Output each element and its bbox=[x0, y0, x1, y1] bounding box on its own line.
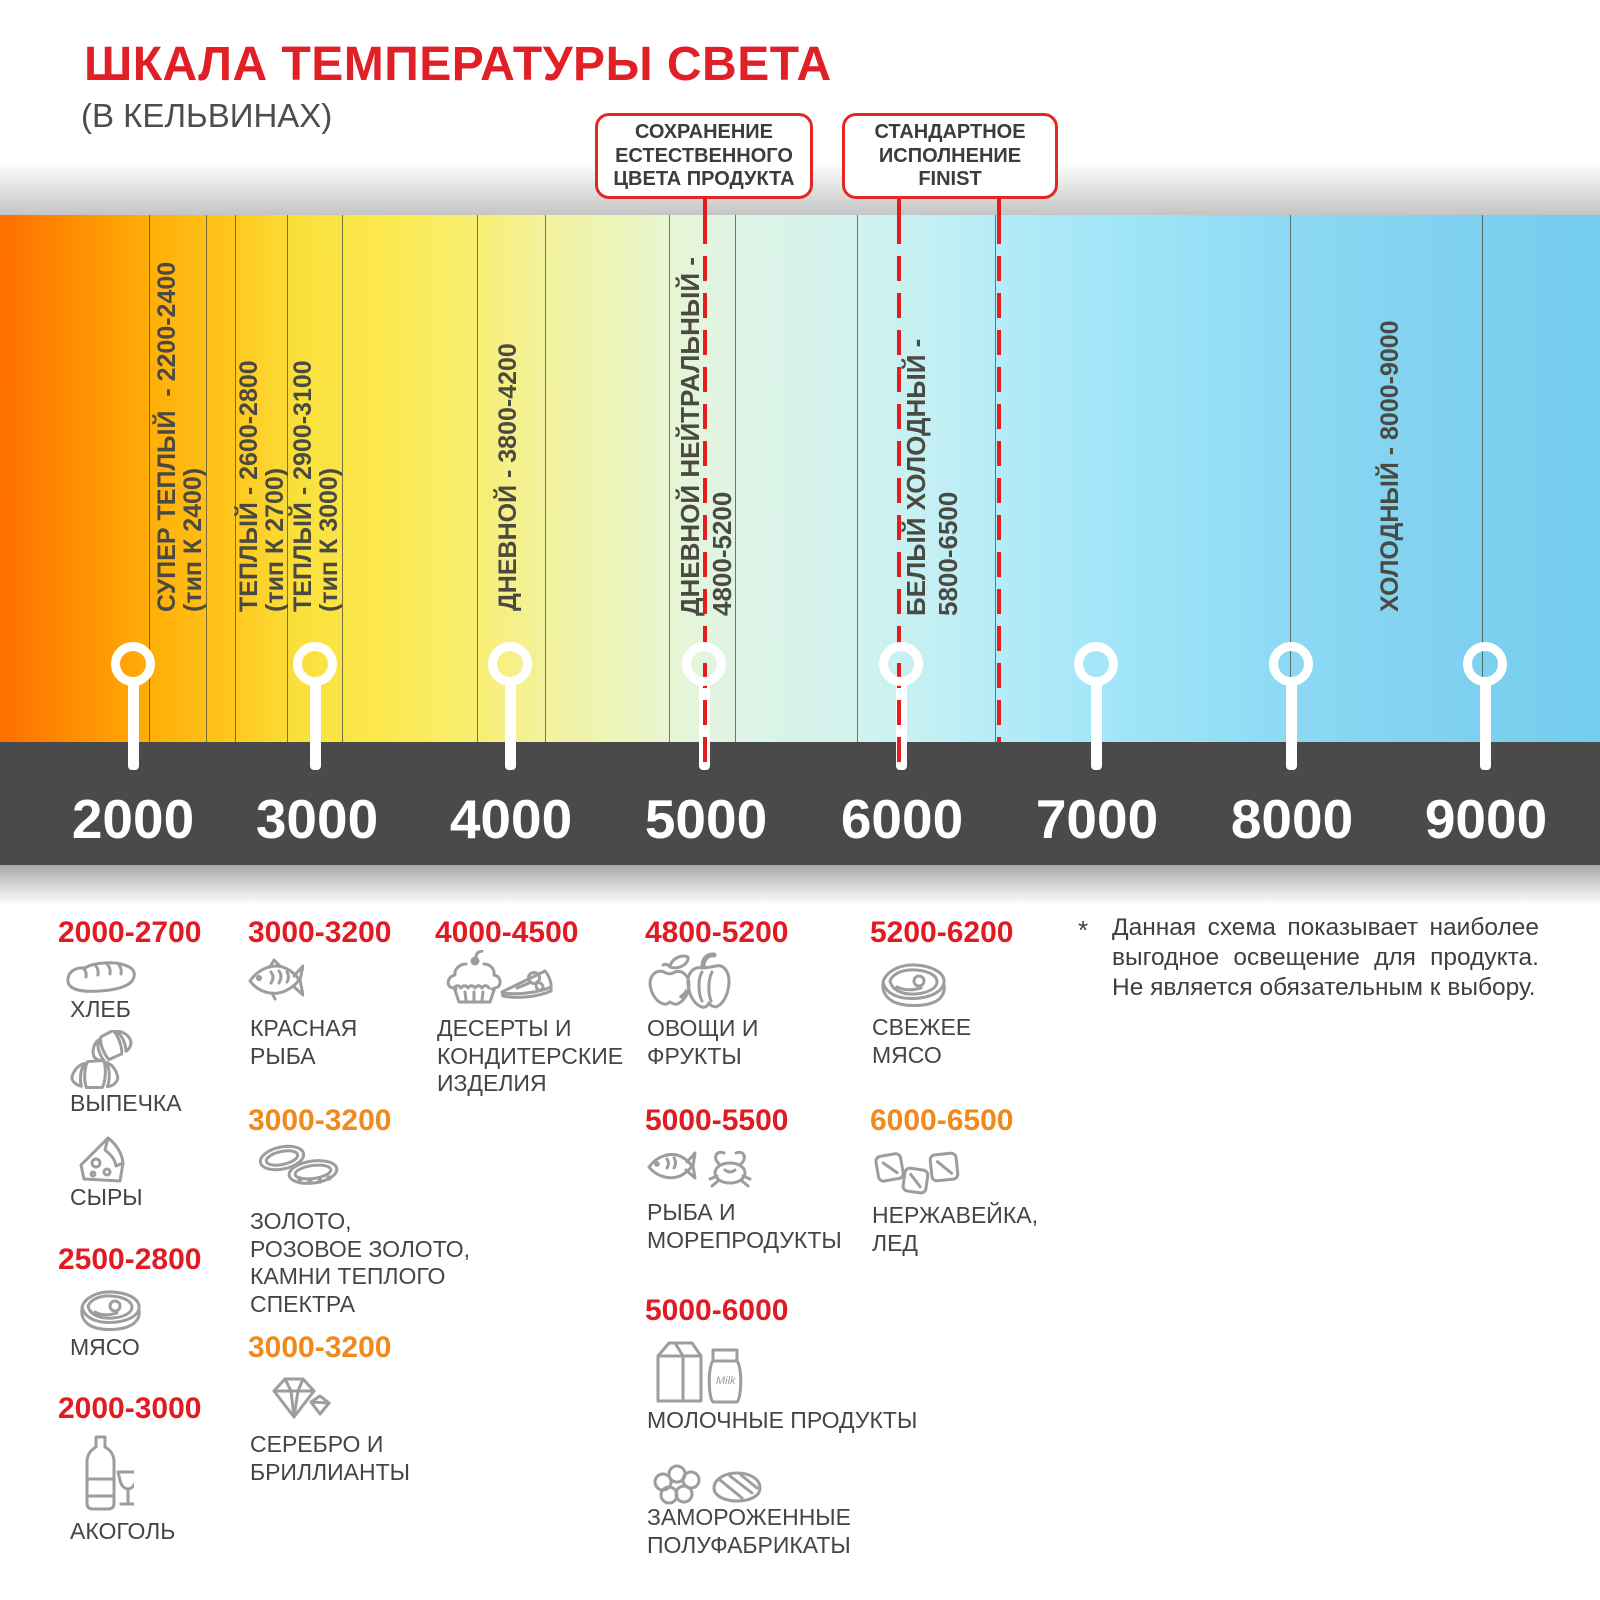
svg-text:Milk: Milk bbox=[716, 1375, 736, 1387]
